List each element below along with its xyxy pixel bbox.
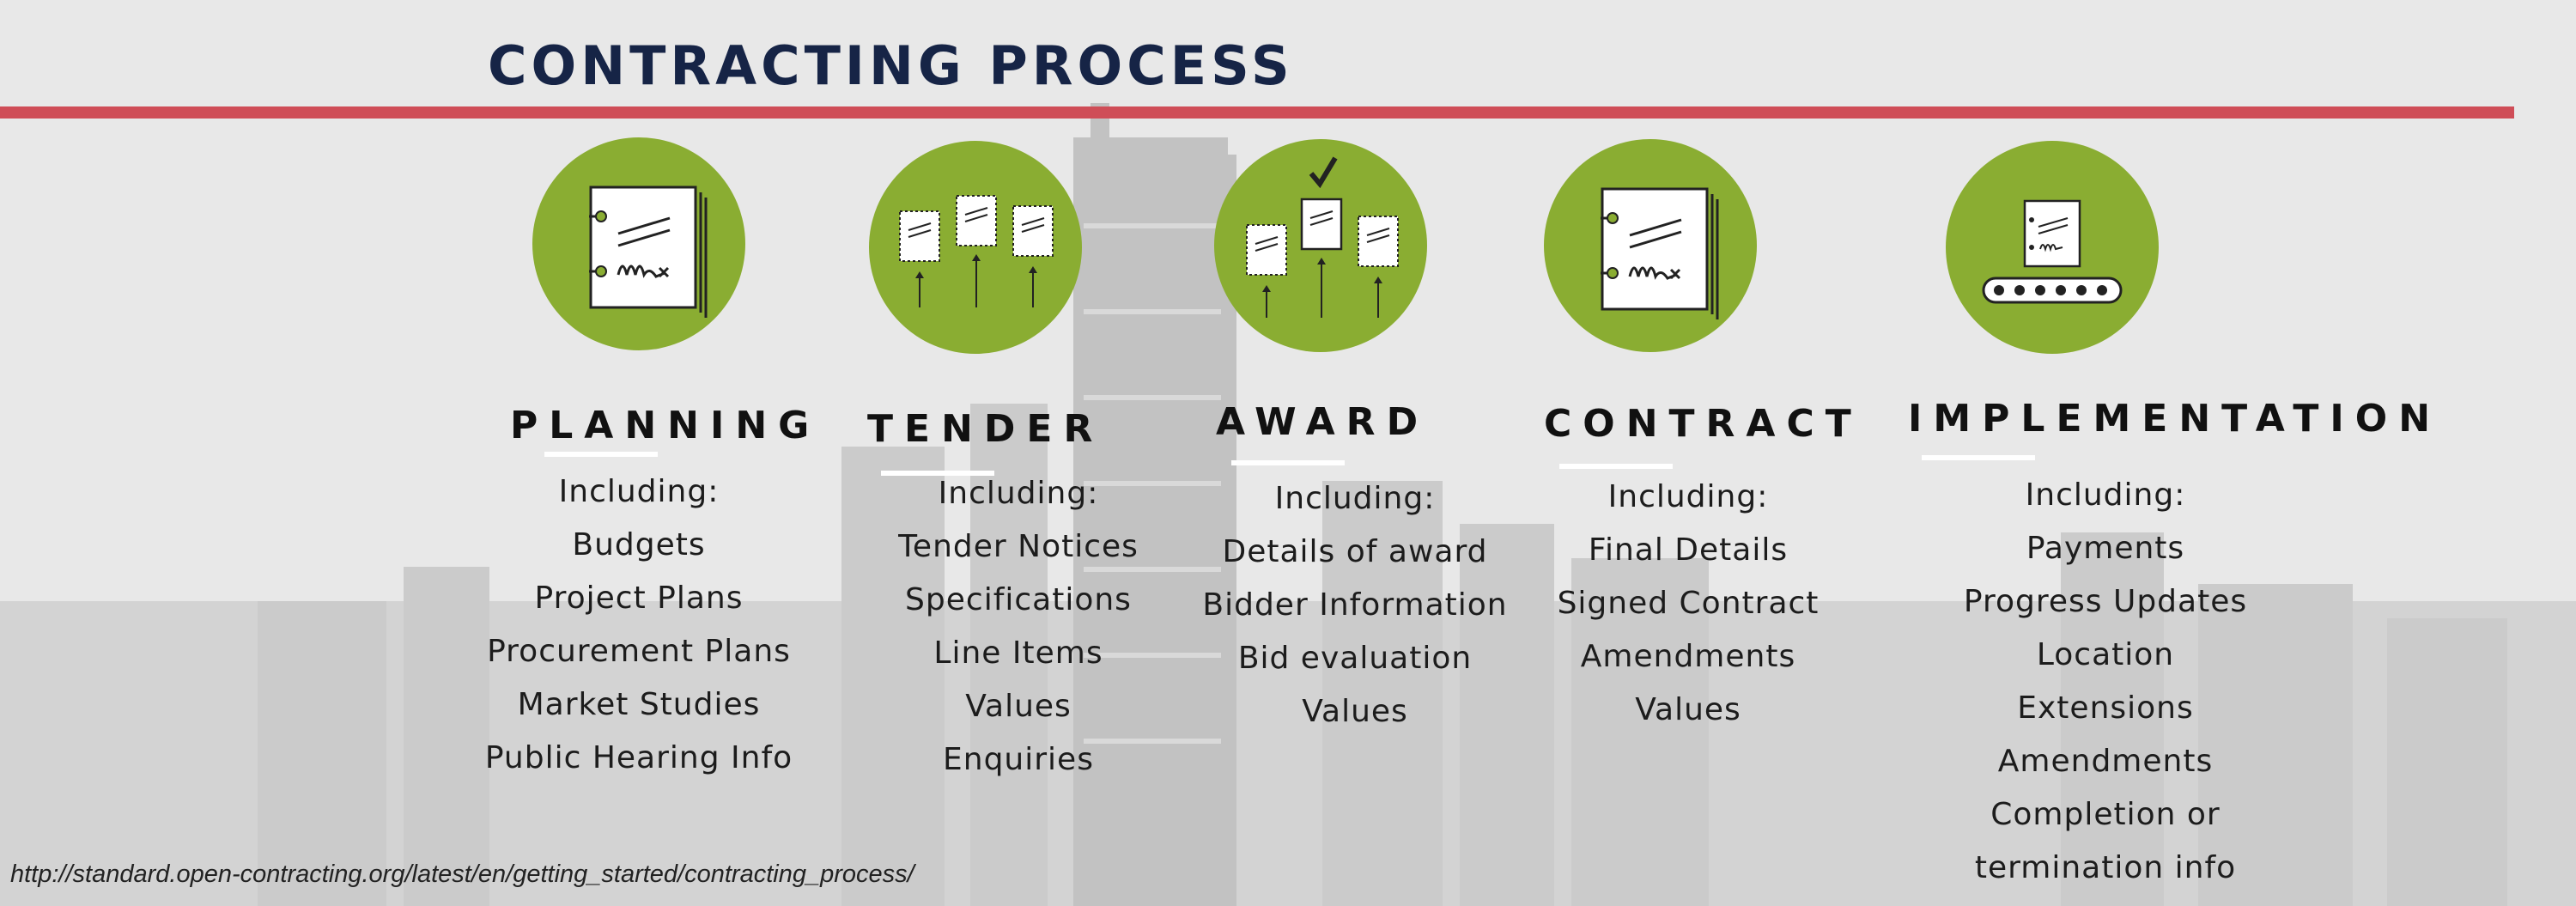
tender-documents-icon (869, 141, 1082, 354)
list-item: Budgets (572, 527, 706, 562)
list-item: Market Studies (517, 687, 761, 722)
including-label: Including: (1607, 479, 1769, 514)
including-label: Including: (2025, 477, 2186, 513)
stage-underline (1231, 460, 1345, 465)
stage-items-planning: Including: Budgets Project Plans Procure… (450, 465, 828, 785)
stage-underline (544, 452, 658, 457)
signed-document-icon (532, 137, 745, 350)
list-item: Signed Contract (1557, 586, 1820, 621)
list-item: Amendments (1997, 744, 2214, 779)
title-divider (0, 106, 2514, 119)
list-item: Values (1635, 692, 1741, 727)
list-item: Details of award (1222, 534, 1488, 569)
list-item: Location (2036, 637, 2175, 672)
list-item: termination info (1974, 850, 2237, 885)
list-item: Progress Updates (1963, 584, 2248, 619)
source-url: http://standard.open-contracting.org/lat… (10, 860, 914, 888)
award-selection-icon (1214, 139, 1427, 352)
stage-items-contract: Including: Final Details Signed Contract… (1499, 471, 1877, 737)
list-item: Specifications (905, 582, 1132, 617)
stage-title-implementation: IMPLEMENTATION (1908, 397, 2442, 441)
stage-title-planning: PLANNING (510, 404, 821, 447)
stage-title-contract: CONTRACT (1544, 402, 1862, 446)
list-item: Payments (2026, 531, 2185, 566)
stage-items-tender: Including: Tender Notices Specifications… (829, 467, 1207, 787)
list-item: Line Items (933, 635, 1103, 671)
stage-title-tender: TENDER (867, 407, 1104, 451)
signed-contract-icon (1544, 139, 1757, 352)
list-item: Project Plans (534, 581, 744, 616)
including-label: Including: (558, 474, 720, 509)
conveyor-document-icon (1946, 141, 2159, 354)
list-item: Enquiries (943, 742, 1094, 777)
including-label: Including: (1274, 481, 1436, 516)
page-title: CONTRACTING PROCESS (488, 34, 1294, 97)
list-item: Public Hearing Info (484, 740, 793, 775)
stage-underline (1922, 455, 2035, 460)
list-item: Values (965, 689, 1072, 724)
list-item: Completion or (1990, 797, 2221, 832)
list-item: Amendments (1580, 639, 1796, 674)
stage-underline (881, 471, 994, 476)
list-item: Values (1302, 694, 1408, 729)
stage-items-award: Including: Details of award Bidder Infor… (1166, 472, 1544, 739)
stage-items-implementation: Including: Payments Progress Updates Loc… (1917, 469, 2294, 895)
list-item: Bid evaluation (1237, 641, 1473, 676)
list-item: Extensions (2017, 690, 2194, 726)
including-label: Including: (938, 476, 1099, 511)
stage-title-award: AWARD (1216, 400, 1430, 444)
list-item: Procurement Plans (487, 634, 791, 669)
list-item: Bidder Information (1202, 587, 1508, 623)
stage-underline (1559, 464, 1673, 469)
list-item: Final Details (1588, 532, 1789, 568)
list-item: Tender Notices (898, 529, 1139, 564)
